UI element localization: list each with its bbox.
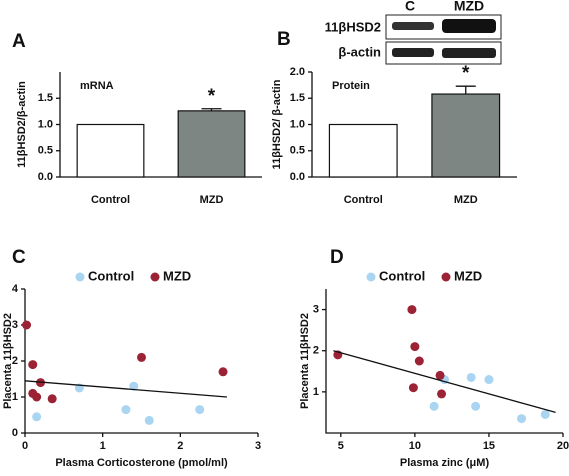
panel-label: A: [12, 31, 26, 52]
point: [414, 356, 424, 366]
legend-swatch: [366, 272, 376, 282]
x-axis-title: Plasma Corticosterone (pmol/ml): [55, 457, 228, 469]
blot-band: [442, 19, 496, 33]
y-tick-label: 1.0: [38, 118, 53, 130]
bar: [328, 123, 398, 178]
point: [218, 367, 228, 377]
point: [137, 352, 146, 362]
annotation: Protein: [332, 80, 370, 92]
legend-swatch: [75, 272, 85, 282]
y-tick-label: 1.5: [290, 92, 305, 104]
point: [144, 415, 154, 425]
point: [47, 394, 57, 404]
point: [129, 381, 139, 391]
x-tick-label: 2: [177, 440, 183, 452]
bar: [177, 110, 246, 178]
point: [410, 342, 420, 352]
x-axis-title: Plasma zinc (μM): [400, 457, 490, 469]
panel-label: B: [277, 29, 291, 50]
y-tick-label: 2: [12, 355, 18, 367]
point: [471, 401, 481, 411]
axis: [325, 289, 563, 434]
y-tick-label: 1: [12, 391, 18, 403]
panel-label: D: [330, 247, 344, 268]
panel-label: C: [12, 247, 26, 268]
point: [435, 370, 445, 380]
y-axis-title: Placenta 11βHSD2: [299, 313, 311, 409]
y-axis-title: Placenta 11βHSD2: [2, 313, 14, 409]
error-bar: [201, 108, 222, 111]
row-label: β-actin: [338, 44, 381, 59]
point: [429, 401, 439, 411]
lane-label: C: [405, 0, 415, 14]
x-tick-label: Control: [91, 194, 130, 206]
legend-swatch: [150, 272, 160, 282]
fit-line: [24, 380, 227, 398]
x-tick-label: 0: [22, 440, 28, 452]
annotation: mRNA: [80, 80, 114, 92]
point: [22, 320, 32, 330]
y-tick-label: 3: [313, 303, 319, 315]
x-tick-label: 10: [409, 440, 421, 452]
y-axis-title: 11βHSD2/β-actin: [16, 81, 28, 168]
y-tick-label: 1.0: [290, 118, 305, 130]
bar: [431, 93, 501, 178]
point: [408, 383, 418, 393]
point: [28, 360, 38, 370]
point: [517, 414, 527, 424]
significance: *: [208, 86, 216, 107]
x-tick-label: 15: [483, 440, 495, 452]
fit-line: [333, 350, 556, 414]
significance: *: [462, 63, 470, 84]
legend-label: Control: [379, 268, 425, 283]
point: [540, 409, 550, 419]
y-tick-label: 1: [313, 386, 319, 398]
y-axis-title: 11βHSD2/ β-actin: [271, 79, 283, 169]
y-tick-label: 1.5: [38, 92, 53, 104]
y-tick-label: 0.0: [290, 171, 305, 183]
point: [466, 372, 476, 382]
point: [195, 405, 205, 415]
point: [407, 305, 417, 315]
point: [121, 405, 131, 415]
x-tick-label: MZD: [454, 194, 478, 206]
legend-label: Control: [88, 268, 134, 283]
x-tick-label: 5: [338, 440, 344, 452]
y-tick-label: 3: [12, 319, 18, 331]
blot-band: [392, 22, 434, 30]
legend-swatch: [441, 272, 451, 282]
y-tick-label: 0: [12, 427, 18, 439]
lane-label: MZD: [454, 0, 484, 14]
y-tick-label: 2.0: [290, 66, 305, 78]
y-tick-label: 4: [12, 283, 19, 295]
point: [484, 375, 494, 385]
bar: [76, 123, 145, 178]
point: [437, 389, 447, 399]
x-tick-label: 20: [557, 440, 569, 452]
x-tick-label: 1: [100, 440, 106, 452]
blot-band: [442, 48, 496, 58]
point: [32, 392, 42, 402]
x-tick-label: MZD: [200, 194, 224, 206]
error-bar: [455, 85, 476, 95]
y-tick-label: 0.0: [38, 171, 53, 183]
point: [32, 412, 42, 422]
x-tick-label: Control: [344, 194, 383, 206]
blot-band: [392, 48, 434, 57]
y-tick-label: 0.5: [290, 145, 305, 157]
y-tick-label: 2: [313, 345, 319, 357]
y-tick-label: 0.5: [38, 145, 53, 157]
legend-label: MZD: [163, 268, 191, 283]
legend-label: MZD: [454, 268, 482, 283]
row-label: 11βHSD2: [325, 19, 381, 34]
x-tick-label: 3: [255, 440, 261, 452]
